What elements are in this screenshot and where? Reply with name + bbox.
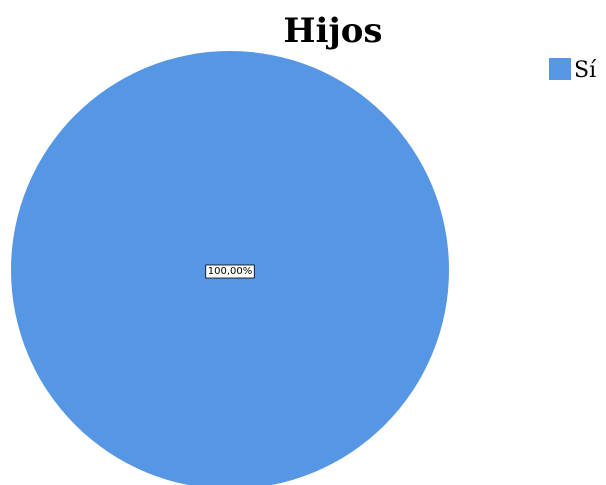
pie-data-labels: 100,00% [205, 264, 255, 279]
pie-data-label-box [205, 264, 255, 279]
legend: Sí [549, 58, 597, 83]
legend-swatch [549, 58, 571, 80]
chart-title: Hijos [283, 11, 382, 51]
pie-data-label: 100,00% [208, 266, 253, 277]
legend-label: Sí [574, 58, 597, 83]
